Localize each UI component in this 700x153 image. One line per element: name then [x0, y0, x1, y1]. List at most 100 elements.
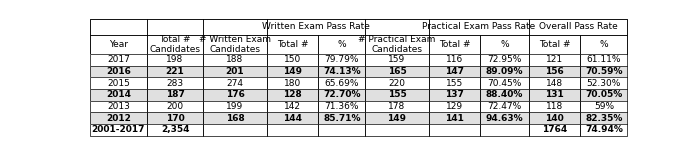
Bar — [428, 66, 480, 77]
Bar — [580, 54, 627, 66]
Bar — [147, 77, 203, 89]
Bar — [365, 124, 428, 136]
Text: 150: 150 — [284, 55, 301, 64]
Text: 70.59%: 70.59% — [585, 67, 622, 76]
Bar — [318, 77, 365, 89]
Bar — [147, 66, 203, 77]
Bar — [90, 54, 627, 66]
Bar — [580, 124, 627, 136]
Text: Total #: Total # — [439, 40, 470, 49]
Bar — [365, 66, 428, 77]
Bar — [528, 77, 580, 89]
Text: 1764: 1764 — [542, 125, 567, 134]
Text: 149: 149 — [388, 114, 407, 123]
Text: Written Exam Pass Rate: Written Exam Pass Rate — [262, 22, 370, 31]
Text: 178: 178 — [389, 102, 405, 111]
Bar — [318, 89, 365, 101]
Bar — [147, 19, 203, 35]
Bar — [90, 101, 147, 112]
Bar — [90, 66, 147, 77]
Text: 201: 201 — [225, 67, 244, 76]
Bar — [428, 89, 480, 101]
Text: 180: 180 — [284, 79, 301, 88]
Bar — [318, 35, 365, 54]
Bar — [428, 19, 528, 35]
Bar — [480, 35, 528, 54]
Text: 131: 131 — [545, 90, 564, 99]
Text: Total #
Candidates: Total # Candidates — [150, 35, 200, 54]
Text: 2014: 2014 — [106, 90, 131, 99]
Text: 2,354: 2,354 — [161, 125, 189, 134]
Text: 118: 118 — [546, 102, 564, 111]
Text: 85.71%: 85.71% — [323, 114, 360, 123]
Bar — [203, 101, 267, 112]
Text: 2015: 2015 — [107, 79, 130, 88]
Text: 159: 159 — [389, 55, 405, 64]
Bar — [147, 112, 203, 124]
Bar — [428, 112, 480, 124]
Text: 147: 147 — [445, 67, 464, 76]
Bar — [428, 54, 480, 66]
Text: 142: 142 — [284, 102, 301, 111]
Text: 149: 149 — [283, 67, 302, 76]
Text: 52.30%: 52.30% — [587, 79, 621, 88]
Text: 59%: 59% — [594, 102, 614, 111]
Bar — [90, 35, 147, 54]
Bar — [528, 54, 580, 66]
Bar — [580, 101, 627, 112]
Text: 128: 128 — [284, 90, 302, 99]
Text: 274: 274 — [227, 79, 244, 88]
Text: 2012: 2012 — [106, 114, 131, 123]
Bar — [365, 112, 428, 124]
Bar — [580, 35, 627, 54]
Bar — [365, 19, 428, 35]
Bar — [147, 101, 203, 112]
Text: 70.45%: 70.45% — [487, 79, 522, 88]
Bar — [480, 112, 528, 124]
Bar — [203, 66, 267, 77]
Text: Overall Pass Rate: Overall Pass Rate — [538, 22, 617, 31]
Text: 198: 198 — [167, 55, 183, 64]
Bar — [318, 101, 365, 112]
Bar — [480, 89, 528, 101]
Bar — [528, 112, 580, 124]
Text: 82.35%: 82.35% — [585, 114, 622, 123]
Bar — [528, 66, 580, 77]
Bar — [267, 77, 318, 89]
Bar — [267, 89, 318, 101]
Bar — [365, 77, 428, 89]
Bar — [90, 19, 627, 54]
Text: 283: 283 — [167, 79, 183, 88]
Bar — [90, 54, 147, 66]
Text: 220: 220 — [389, 79, 405, 88]
Bar — [365, 89, 428, 101]
Text: 165: 165 — [388, 67, 407, 76]
Text: %: % — [337, 40, 346, 49]
Text: 188: 188 — [226, 55, 244, 64]
Text: 168: 168 — [225, 114, 244, 123]
Bar — [203, 77, 267, 89]
Bar — [267, 101, 318, 112]
Text: 144: 144 — [283, 114, 302, 123]
Text: 2013: 2013 — [107, 102, 130, 111]
Bar — [580, 77, 627, 89]
Text: 176: 176 — [225, 90, 244, 99]
Bar — [90, 124, 147, 136]
Bar — [90, 124, 627, 136]
Bar — [580, 66, 627, 77]
Text: Total #: Total # — [539, 40, 570, 49]
Text: 72.95%: 72.95% — [487, 55, 522, 64]
Text: 199: 199 — [226, 102, 244, 111]
Bar — [318, 124, 365, 136]
Bar — [203, 35, 267, 54]
Bar — [90, 89, 147, 101]
Text: # Written Exam
Candidates: # Written Exam Candidates — [199, 35, 271, 54]
Text: 187: 187 — [166, 90, 185, 99]
Text: 200: 200 — [167, 102, 183, 111]
Bar — [528, 101, 580, 112]
Bar — [90, 101, 627, 112]
Bar — [580, 112, 627, 124]
Bar — [528, 35, 580, 54]
Text: 155: 155 — [446, 79, 463, 88]
Bar — [147, 54, 203, 66]
